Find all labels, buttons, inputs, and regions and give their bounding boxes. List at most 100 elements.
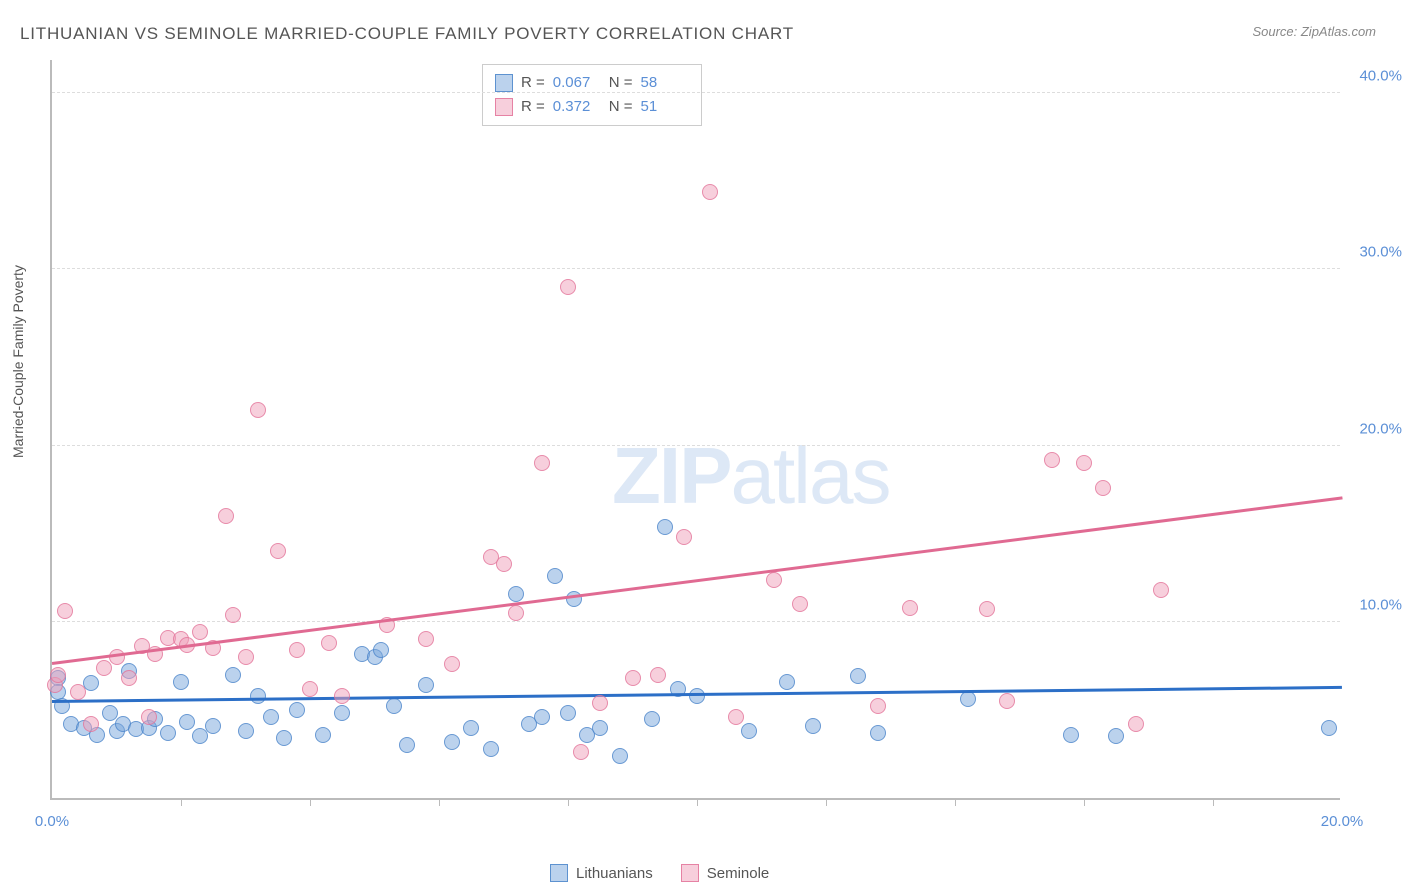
- data-point-seminole: [1076, 455, 1092, 471]
- data-point-lithuanians: [399, 737, 415, 753]
- x-tick: [826, 798, 827, 806]
- data-point-lithuanians: [741, 723, 757, 739]
- plot-area: ZIPatlas R =0.067N =58R =0.372N =51 10.0…: [50, 60, 1340, 800]
- data-point-seminole: [289, 642, 305, 658]
- data-point-seminole: [1095, 480, 1111, 496]
- lithuanians-swatch-icon: [495, 74, 513, 92]
- data-point-lithuanians: [508, 586, 524, 602]
- data-point-lithuanians: [250, 688, 266, 704]
- data-point-lithuanians: [960, 691, 976, 707]
- x-tick-label: 0.0%: [35, 813, 69, 830]
- data-point-seminole: [96, 660, 112, 676]
- gridline: [52, 268, 1340, 269]
- data-point-lithuanians: [779, 674, 795, 690]
- data-point-lithuanians: [534, 709, 550, 725]
- data-point-seminole: [50, 667, 66, 683]
- data-point-lithuanians: [160, 725, 176, 741]
- data-point-lithuanians: [386, 698, 402, 714]
- data-point-lithuanians: [263, 709, 279, 725]
- data-point-seminole: [444, 656, 460, 672]
- x-tick: [568, 798, 569, 806]
- data-point-lithuanians: [205, 718, 221, 734]
- data-point-seminole: [650, 667, 666, 683]
- data-point-lithuanians: [444, 734, 460, 750]
- data-point-seminole: [534, 455, 550, 471]
- data-point-seminole: [728, 709, 744, 725]
- data-point-seminole: [83, 716, 99, 732]
- data-point-seminole: [979, 601, 995, 617]
- x-tick: [1084, 798, 1085, 806]
- data-point-seminole: [141, 709, 157, 725]
- source-attribution: Source: ZipAtlas.com: [1252, 24, 1376, 39]
- data-point-lithuanians: [1321, 720, 1337, 736]
- x-tick: [1213, 798, 1214, 806]
- data-point-seminole: [508, 605, 524, 621]
- trendline-seminole: [52, 496, 1342, 664]
- data-point-lithuanians: [870, 725, 886, 741]
- data-point-lithuanians: [225, 667, 241, 683]
- lithuanians-legend-swatch-icon: [550, 864, 568, 882]
- data-point-lithuanians: [547, 568, 563, 584]
- gridline: [52, 92, 1340, 93]
- data-point-seminole: [496, 556, 512, 572]
- legend-label: Seminole: [707, 865, 770, 882]
- n-value: 51: [641, 95, 689, 119]
- data-point-seminole: [902, 600, 918, 616]
- y-tick-label: 20.0%: [1359, 420, 1402, 437]
- data-point-seminole: [1153, 582, 1169, 598]
- gridline: [52, 621, 1340, 622]
- y-tick-label: 40.0%: [1359, 68, 1402, 85]
- data-point-seminole: [573, 744, 589, 760]
- data-point-seminole: [109, 649, 125, 665]
- legend-label: Lithuanians: [576, 865, 653, 882]
- data-point-seminole: [334, 688, 350, 704]
- data-point-lithuanians: [238, 723, 254, 739]
- data-point-lithuanians: [463, 720, 479, 736]
- data-point-lithuanians: [334, 705, 350, 721]
- data-point-lithuanians: [657, 519, 673, 535]
- data-point-seminole: [121, 670, 137, 686]
- stats-row: R = 0.372 N = 51: [495, 95, 689, 119]
- data-point-seminole: [270, 543, 286, 559]
- data-point-seminole: [70, 684, 86, 700]
- data-point-lithuanians: [644, 711, 660, 727]
- data-point-lithuanians: [179, 714, 195, 730]
- data-point-lithuanians: [1063, 727, 1079, 743]
- data-point-lithuanians: [483, 741, 499, 757]
- legend-item: Lithuanians: [550, 864, 653, 882]
- data-point-seminole: [792, 596, 808, 612]
- data-point-seminole: [592, 695, 608, 711]
- y-tick-label: 30.0%: [1359, 244, 1402, 261]
- data-point-seminole: [218, 508, 234, 524]
- data-point-seminole: [238, 649, 254, 665]
- data-point-seminole: [1128, 716, 1144, 732]
- y-axis-label: Married-Couple Family Poverty: [10, 265, 26, 458]
- data-point-lithuanians: [560, 705, 576, 721]
- gridline: [52, 445, 1340, 446]
- data-point-seminole: [302, 681, 318, 697]
- data-point-seminole: [625, 670, 641, 686]
- data-point-seminole: [57, 603, 73, 619]
- x-tick: [697, 798, 698, 806]
- data-point-seminole: [702, 184, 718, 200]
- data-point-lithuanians: [1108, 728, 1124, 744]
- chart-title: LITHUANIAN VS SEMINOLE MARRIED-COUPLE FA…: [20, 24, 794, 44]
- data-point-seminole: [766, 572, 782, 588]
- n-label: N =: [609, 95, 633, 119]
- data-point-seminole: [418, 631, 434, 647]
- data-point-seminole: [321, 635, 337, 651]
- x-tick: [310, 798, 311, 806]
- data-point-lithuanians: [315, 727, 331, 743]
- legend-item: Seminole: [681, 864, 770, 882]
- data-point-seminole: [999, 693, 1015, 709]
- seminole-swatch-icon: [495, 98, 513, 116]
- data-point-lithuanians: [592, 720, 608, 736]
- data-point-lithuanians: [418, 677, 434, 693]
- data-point-seminole: [192, 624, 208, 640]
- seminole-legend-swatch-icon: [681, 864, 699, 882]
- r-label: R =: [521, 95, 545, 119]
- x-tick-label: 20.0%: [1321, 813, 1364, 830]
- r-value: 0.372: [553, 95, 601, 119]
- data-point-lithuanians: [289, 702, 305, 718]
- x-tick: [181, 798, 182, 806]
